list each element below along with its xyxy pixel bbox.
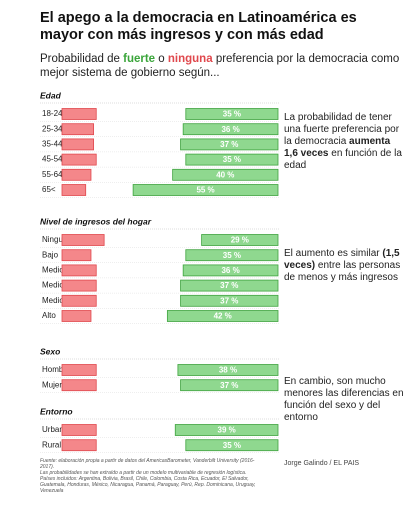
bar [180,138,279,151]
bar [61,439,97,452]
category-label: 25-34 [42,124,63,133]
annotation-text: aumenta 1,6 veces [284,136,391,159]
bar [172,168,279,181]
note: Las probabilidades se han extraído a par… [40,470,247,476]
bar [201,234,279,246]
category-label: Bajo [42,250,59,259]
category-label: 55-64 [42,170,63,179]
category-label: Medio-alto [42,296,80,305]
bar [61,184,87,196]
annotation: La probabilidad de tener una fuerte pref… [284,112,406,172]
value-label: 39 % [218,426,236,435]
category-label: Hombre [42,365,71,374]
subtitle-text: Probabilidad de [40,53,120,65]
note: Países incluidos: Argentina, Bolivia, Br… [40,476,256,494]
chart-title: El apego a la democracia en Latinoaméric… [40,10,357,43]
bar [132,184,279,196]
value-label: 42 % [214,312,232,321]
bar [61,234,105,246]
value-label: 35 % [223,155,241,164]
notes: Fuente: elaboración propia a partir de d… [40,458,260,494]
bar [61,138,95,151]
value-label: 37 % [220,140,238,149]
bar [166,310,279,322]
subtitle-text: o [158,53,165,65]
annotation: El aumento es similar (1,5 veces) entre … [284,248,406,284]
bar [185,153,279,166]
note: Fuente: elaboración propia a partir de d… [40,458,255,470]
bar [185,108,279,120]
credit: Jorge Galindo / EL PAIS [284,460,360,467]
value-label: 40 % [216,170,234,179]
bar [61,424,97,436]
value-label: 37 % [220,381,238,390]
bar [180,294,279,307]
legend-fuerte: fuerte [123,53,156,65]
value-label: 55 % [196,186,214,195]
group-header: Entorno [40,406,73,416]
bar [61,364,97,376]
category-label: Ninguno [42,235,72,244]
legend-ninguna: ninguna [167,53,213,65]
category-label: Medio [42,281,64,290]
category-label: Urbano [42,425,69,434]
annotation-text: (1,5 veces) [284,248,400,271]
chart-subtitle: Probabilidad de fuerte o ninguna prefere… [40,52,410,80]
annotation-text: La probabilidad de tener una fuerte pref… [284,112,400,147]
bar [61,294,97,307]
value-label: 37 % [220,296,238,305]
bar [61,310,92,322]
value-label: 36 % [221,125,239,134]
annotation-text: El aumento es similar [284,248,383,259]
category-label: 35-44 [42,140,63,149]
category-label: Rural [42,440,61,449]
bar [61,379,97,392]
bar [61,108,97,120]
bar [61,153,97,166]
bar [185,249,279,262]
bar [174,424,279,436]
bar [177,364,279,376]
annotation-text: En cambio, son mucho menores las diferen… [284,376,404,423]
bar [185,439,279,452]
bar [182,264,279,277]
category-label: Alto [42,311,56,320]
value-label: 35 % [223,110,241,119]
value-label: 37 % [220,281,238,290]
value-label: 38 % [219,366,237,375]
value-label: 36 % [221,266,239,275]
category-label: 45-54 [42,155,63,164]
annotation: En cambio, son mucho menores las diferen… [284,376,406,424]
bar [61,249,92,262]
annotation-text: entre las personas de menos y más ingres… [284,260,401,283]
bar [180,379,279,392]
bar [180,279,279,292]
category-label: 65< [42,185,56,194]
value-label: 29 % [231,236,249,245]
group-header: Nivel de ingresos del hogar [40,216,152,226]
value-label: 35 % [223,441,241,450]
category-label: Mujer [42,380,62,389]
group-header: Sexo [40,346,60,356]
category-label: 18-24 [42,109,63,118]
annotation-text: en función de la edad [284,148,402,171]
bar [61,168,92,181]
subtitle-text: preferencia por la democracia como mejor… [40,53,400,79]
bar [61,264,97,277]
bar [61,279,97,292]
bar [182,123,279,136]
bar [61,123,95,136]
group-header: Edad [40,90,62,100]
value-label: 35 % [223,251,241,260]
